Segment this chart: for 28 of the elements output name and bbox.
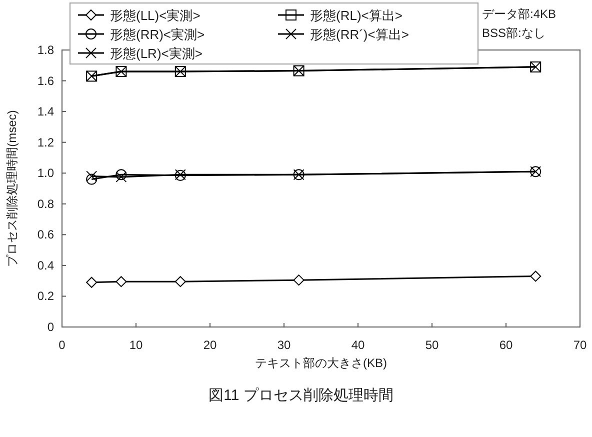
text: 図11 プロセス削除処理時間 xyxy=(208,387,394,404)
legend-label: 形態(RR)<実測> xyxy=(110,27,205,42)
y-tick-label: 0 xyxy=(47,320,54,334)
x-tick-label: 70 xyxy=(573,338,587,352)
y-tick-label: 1.8 xyxy=(37,43,54,57)
x-tick-label: 60 xyxy=(499,338,513,352)
y-tick-label: 0.4 xyxy=(37,258,54,272)
legend-label: 形態(LL)<実測> xyxy=(110,8,200,23)
x-tick-label: 10 xyxy=(129,338,143,352)
y-tick-label: 0.8 xyxy=(37,196,54,211)
y-tick-label: 1.4 xyxy=(37,104,54,119)
x-tick-label: 0 xyxy=(58,338,66,352)
text: データ部:4KB xyxy=(482,7,556,21)
x-axis-title: テキスト部の大きさ(KB) xyxy=(255,356,388,370)
x-tick-label: 50 xyxy=(425,338,439,352)
x-tick-label: 30 xyxy=(277,338,291,352)
y-tick-label: 1.6 xyxy=(37,74,54,88)
y-tick-label: 0.6 xyxy=(37,228,54,242)
x-tick-label: 40 xyxy=(351,338,365,352)
legend-label: 形態(RL)<算出> xyxy=(310,8,402,23)
y-tick-label: 1.0 xyxy=(37,166,54,180)
y-tick-label: 1.2 xyxy=(37,135,54,150)
legend-label: 形態(LR)<実測> xyxy=(110,46,202,61)
x-tick-label: 20 xyxy=(203,338,217,352)
y-axis-title: プロセス削除処理時間(msec) xyxy=(5,110,19,267)
text: BSS部:なし xyxy=(482,26,546,40)
legend-label: 形態(RR´)<算出> xyxy=(310,27,409,42)
y-tick-label: 0.2 xyxy=(37,289,54,304)
